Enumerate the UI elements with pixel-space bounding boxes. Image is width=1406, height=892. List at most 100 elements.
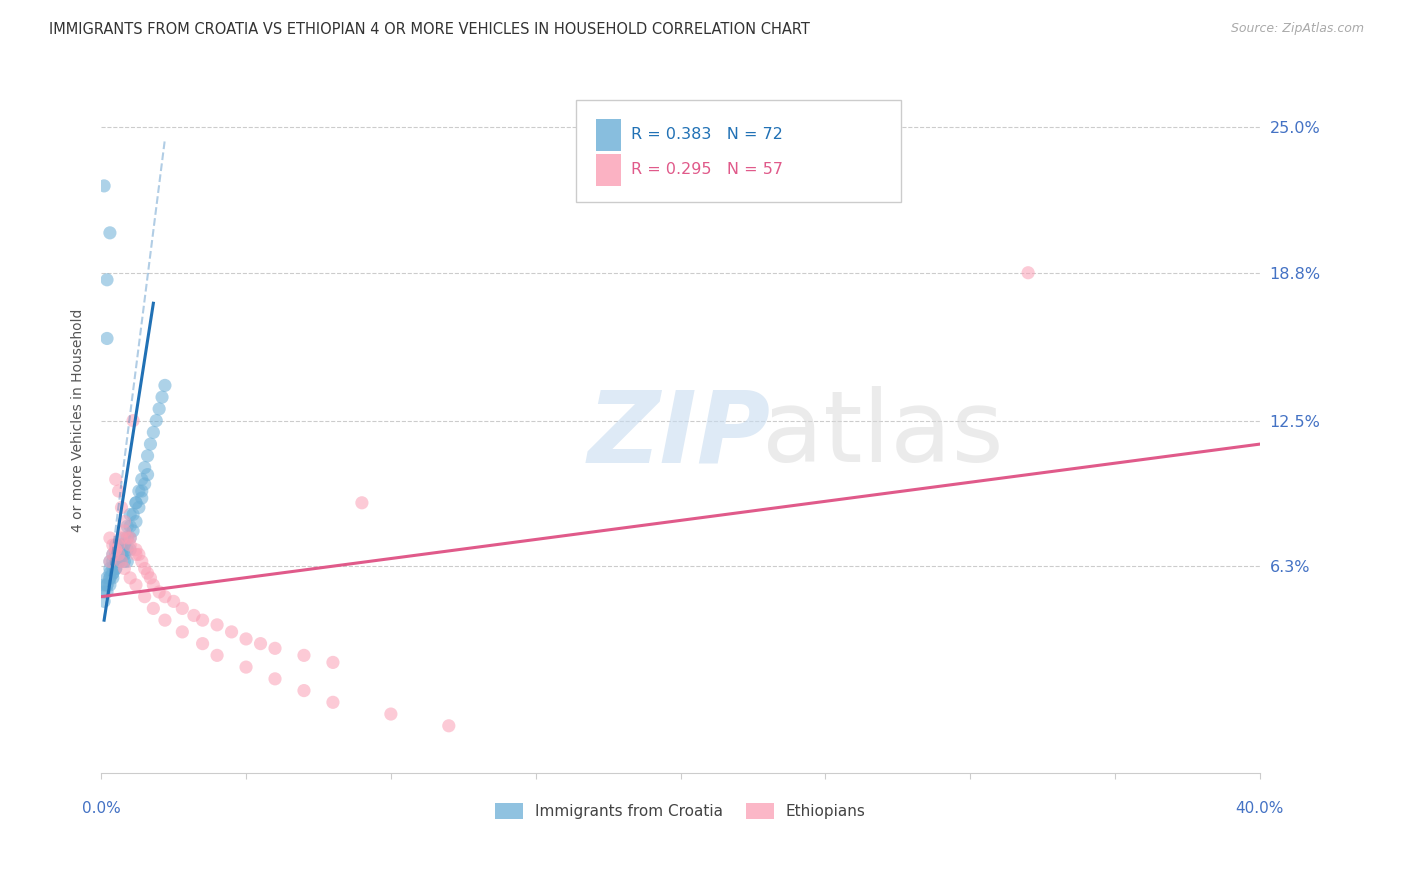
Point [128, 500, 150, 515]
Point [104, 561, 127, 575]
Text: 0.0%: 0.0% [82, 801, 121, 816]
Point [142, 578, 165, 592]
Y-axis label: 4 or more Vehicles in Household: 4 or more Vehicles in Household [72, 309, 86, 533]
Point [172, 601, 194, 615]
Point [162, 594, 184, 608]
Point [110, 548, 132, 562]
Text: R = 0.295   N = 57: R = 0.295 N = 57 [631, 161, 783, 177]
Point [125, 548, 148, 562]
Point [134, 460, 156, 475]
Point [437, 719, 460, 733]
Point [117, 519, 139, 533]
Point [117, 531, 139, 545]
Point [110, 538, 132, 552]
Point [110, 531, 132, 545]
Point [136, 449, 159, 463]
Point [148, 585, 170, 599]
Point [96, 585, 118, 599]
Point [110, 500, 132, 515]
Point [153, 613, 176, 627]
Point [104, 472, 127, 486]
Point [125, 542, 148, 557]
Point [112, 538, 135, 552]
Point [131, 472, 153, 486]
Point [96, 578, 118, 592]
Point [205, 648, 228, 663]
Point [235, 632, 257, 646]
Point [380, 707, 402, 722]
Point [96, 273, 118, 287]
Point [104, 561, 127, 575]
Point [134, 477, 156, 491]
Point [93, 178, 115, 193]
Point [125, 496, 148, 510]
Point [125, 515, 148, 529]
Point [142, 601, 165, 615]
Point [96, 571, 118, 585]
Point [120, 538, 142, 552]
Point [110, 554, 132, 568]
Text: ZIP: ZIP [588, 386, 770, 483]
Point [98, 554, 121, 568]
Point [101, 554, 124, 568]
Point [139, 571, 162, 585]
Point [117, 554, 139, 568]
Legend: Immigrants from Croatia, Ethiopians: Immigrants from Croatia, Ethiopians [489, 797, 872, 825]
Point [322, 695, 344, 709]
Point [120, 531, 142, 545]
Point [96, 331, 118, 345]
Point [117, 531, 139, 545]
Point [183, 608, 205, 623]
Point [112, 548, 135, 562]
Point [96, 578, 118, 592]
Point [104, 542, 127, 557]
Point [112, 561, 135, 575]
Text: Source: ZipAtlas.com: Source: ZipAtlas.com [1230, 22, 1364, 36]
Point [122, 508, 145, 522]
Point [98, 561, 121, 575]
Point [131, 484, 153, 499]
Point [104, 542, 127, 557]
Point [93, 585, 115, 599]
Text: atlas: atlas [762, 386, 1004, 483]
Point [107, 542, 129, 557]
Point [98, 226, 121, 240]
Point [128, 484, 150, 499]
Point [122, 524, 145, 538]
Point [104, 554, 127, 568]
Point [98, 571, 121, 585]
Point [93, 594, 115, 608]
Point [191, 637, 214, 651]
Point [153, 590, 176, 604]
Point [112, 515, 135, 529]
Point [112, 524, 135, 538]
Point [112, 554, 135, 568]
Point [125, 578, 148, 592]
Point [136, 467, 159, 482]
Point [120, 571, 142, 585]
Point [110, 554, 132, 568]
Text: R = 0.383   N = 72: R = 0.383 N = 72 [631, 127, 783, 142]
FancyBboxPatch shape [576, 100, 901, 202]
Point [235, 660, 257, 674]
Point [107, 554, 129, 568]
Point [101, 548, 124, 562]
Point [110, 542, 132, 557]
Point [264, 641, 287, 656]
Text: IMMIGRANTS FROM CROATIA VS ETHIOPIAN 4 OR MORE VEHICLES IN HOUSEHOLD CORRELATION: IMMIGRANTS FROM CROATIA VS ETHIOPIAN 4 O… [49, 22, 810, 37]
Point [150, 390, 173, 404]
Point [101, 566, 124, 581]
Point [101, 538, 124, 552]
Point [110, 548, 132, 562]
Point [107, 548, 129, 562]
Point [107, 538, 129, 552]
Point [142, 425, 165, 440]
Point [122, 414, 145, 428]
Point [131, 491, 153, 505]
Point [322, 656, 344, 670]
Point [107, 548, 129, 562]
FancyBboxPatch shape [596, 154, 621, 186]
Point [101, 571, 124, 585]
Point [136, 566, 159, 581]
Text: 40.0%: 40.0% [1236, 801, 1284, 816]
